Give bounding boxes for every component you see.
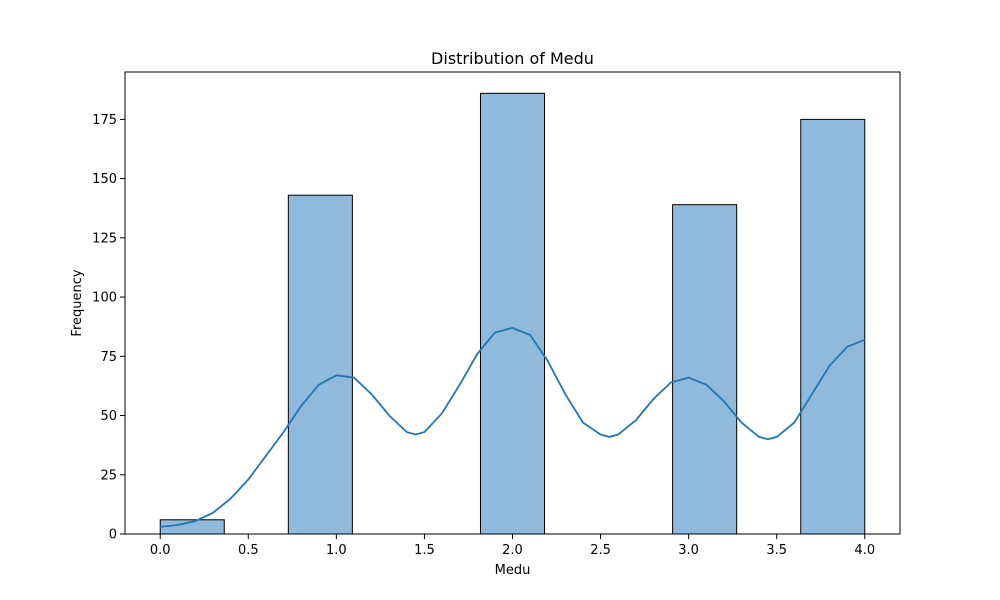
x-tick-label-8: 4.0 bbox=[854, 543, 875, 558]
y-tick-label-3: 75 bbox=[100, 350, 117, 365]
bars-group bbox=[159, 92, 866, 535]
y-tick-label-4: 100 bbox=[92, 291, 117, 306]
y-tick-label-6: 150 bbox=[92, 172, 117, 187]
x-tick-label-3: 1.5 bbox=[414, 543, 435, 558]
y-tick-label-2: 50 bbox=[100, 409, 117, 424]
chart-title: Distribution of Medu bbox=[431, 49, 594, 68]
y-tick-label-7: 175 bbox=[92, 113, 117, 128]
y-tick-label-5: 125 bbox=[92, 231, 117, 246]
x-tick-label-0: 0.0 bbox=[150, 543, 171, 558]
histogram-bar-1 bbox=[287, 194, 353, 535]
x-tick-label-5: 2.5 bbox=[590, 543, 611, 558]
histogram-bar-4 bbox=[800, 118, 866, 535]
kde-curve bbox=[160, 326, 866, 528]
x-tick-label-1: 0.5 bbox=[238, 543, 259, 558]
y-tick-label-0: 0 bbox=[109, 528, 117, 543]
x-tick-label-2: 1.0 bbox=[326, 543, 347, 558]
y-axis-label: Frequency bbox=[70, 269, 85, 336]
x-tick-label-7: 3.5 bbox=[766, 543, 787, 558]
x-axis-label: Medu bbox=[495, 563, 531, 578]
x-tick-label-4: 2.0 bbox=[502, 543, 523, 558]
histogram-bar-3 bbox=[672, 204, 738, 535]
y-axis: 0 25 50 75 100 125 150 175 bbox=[92, 113, 125, 543]
y-tick-label-1: 25 bbox=[100, 468, 117, 483]
x-axis: 0.0 0.5 1.0 1.5 2.0 2.5 3.0 3.5 4.0 bbox=[150, 534, 875, 558]
histogram-bar-2 bbox=[479, 92, 546, 535]
x-tick-label-6: 3.0 bbox=[678, 543, 699, 558]
